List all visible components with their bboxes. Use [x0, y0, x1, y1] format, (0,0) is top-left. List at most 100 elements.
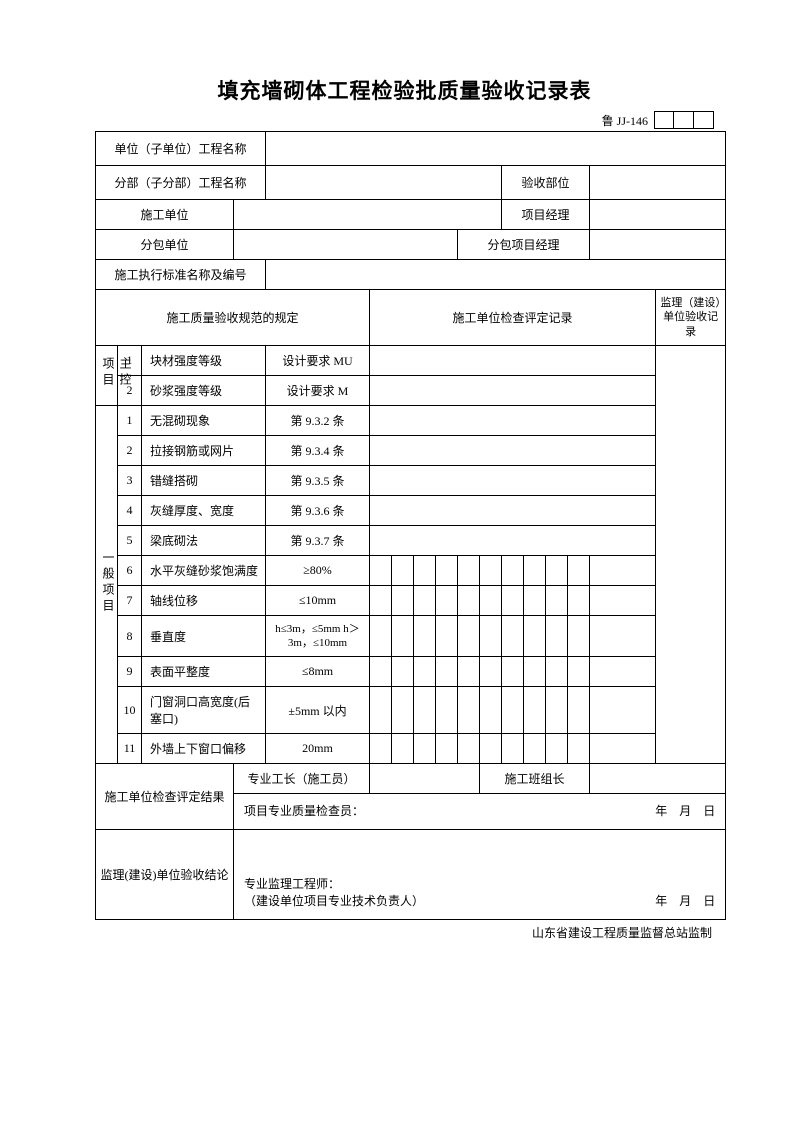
item-name: 灰缝厚度、宽度	[142, 495, 266, 525]
grid-cell[interactable]	[502, 687, 524, 734]
grid-cell[interactable]	[436, 585, 458, 615]
standard-label: 施工执行标准名称及编号	[96, 260, 266, 290]
grid-cell[interactable]	[524, 555, 546, 585]
item-name: 水平灰缝砂浆饱满度	[142, 555, 266, 585]
grid-cell[interactable]	[480, 687, 502, 734]
item-record[interactable]	[370, 525, 656, 555]
item-record[interactable]	[370, 375, 656, 405]
grid-cell[interactable]	[524, 687, 546, 734]
grid-cell[interactable]	[480, 555, 502, 585]
grid-cell[interactable]	[502, 734, 524, 764]
grid-cell[interactable]	[370, 585, 392, 615]
grid-cell[interactable]	[568, 657, 590, 687]
item-record[interactable]	[370, 345, 656, 375]
grid-cell[interactable]	[436, 657, 458, 687]
grid-cell[interactable]	[568, 734, 590, 764]
supervisor-record-cell[interactable]	[656, 345, 726, 764]
item-record[interactable]	[590, 615, 656, 657]
form-code-row: 鲁 JJ-146	[95, 111, 714, 129]
grid-cell[interactable]	[436, 555, 458, 585]
item-record[interactable]	[590, 734, 656, 764]
grid-cell[interactable]	[546, 687, 568, 734]
code-box[interactable]	[674, 111, 694, 129]
supervisor-result-body[interactable]: 专业监理工程师： （建设单位项目专业技术负责人） 年 月 日	[234, 830, 726, 920]
grid-cell[interactable]	[524, 615, 546, 657]
grid-cell[interactable]	[502, 615, 524, 657]
grid-cell[interactable]	[502, 555, 524, 585]
grid-cell[interactable]	[524, 734, 546, 764]
grid-cell[interactable]	[370, 657, 392, 687]
grid-cell[interactable]	[370, 687, 392, 734]
grid-cell[interactable]	[392, 585, 414, 615]
grid-cell[interactable]	[392, 657, 414, 687]
construction-unit-value[interactable]	[234, 200, 502, 230]
code-box[interactable]	[694, 111, 714, 129]
grid-cell[interactable]	[414, 615, 436, 657]
item-name: 门窗洞口高宽度(后塞口)	[142, 687, 266, 734]
grid-cell[interactable]	[480, 657, 502, 687]
grid-cell[interactable]	[546, 585, 568, 615]
grid-cell[interactable]	[546, 657, 568, 687]
item-record[interactable]	[370, 405, 656, 435]
item-record[interactable]	[590, 657, 656, 687]
grid-cell[interactable]	[568, 555, 590, 585]
grid-cell[interactable]	[436, 615, 458, 657]
item-record[interactable]	[370, 495, 656, 525]
grid-cell[interactable]	[370, 615, 392, 657]
subcontract-unit-value[interactable]	[234, 230, 458, 260]
grid-cell[interactable]	[524, 657, 546, 687]
grid-cell[interactable]	[568, 585, 590, 615]
grid-cell[interactable]	[458, 657, 480, 687]
grid-cell[interactable]	[414, 687, 436, 734]
grid-cell[interactable]	[502, 657, 524, 687]
code-box[interactable]	[654, 111, 674, 129]
grid-cell[interactable]	[414, 555, 436, 585]
item-name: 表面平整度	[142, 657, 266, 687]
item-req: 设计要求 MU	[266, 345, 370, 375]
grid-cell[interactable]	[370, 555, 392, 585]
grid-cell[interactable]	[546, 615, 568, 657]
item-record[interactable]	[590, 585, 656, 615]
sub-project-value[interactable]	[266, 166, 502, 200]
item-record[interactable]	[590, 687, 656, 734]
grid-cell[interactable]	[546, 555, 568, 585]
project-manager-value[interactable]	[590, 200, 726, 230]
grid-cell[interactable]	[458, 734, 480, 764]
item-name: 外墙上下窗口偏移	[142, 734, 266, 764]
item-name: 梁底砌法	[142, 525, 266, 555]
subcontract-manager-label: 分包项目经理	[458, 230, 590, 260]
grid-cell[interactable]	[480, 615, 502, 657]
subcontract-manager-value[interactable]	[590, 230, 726, 260]
grid-cell[interactable]	[458, 615, 480, 657]
grid-cell[interactable]	[392, 615, 414, 657]
standard-value[interactable]	[266, 260, 726, 290]
grid-cell[interactable]	[524, 585, 546, 615]
item-record[interactable]	[370, 435, 656, 465]
team-leader-value[interactable]	[590, 764, 726, 794]
item-record[interactable]	[590, 555, 656, 585]
grid-cell[interactable]	[458, 687, 480, 734]
grid-cell[interactable]	[414, 734, 436, 764]
item-record[interactable]	[370, 465, 656, 495]
grid-cell[interactable]	[392, 734, 414, 764]
item-name: 错缝搭砌	[142, 465, 266, 495]
unit-project-value[interactable]	[266, 132, 726, 166]
grid-cell[interactable]	[568, 615, 590, 657]
grid-cell[interactable]	[436, 687, 458, 734]
foreman-value[interactable]	[370, 764, 480, 794]
grid-cell[interactable]	[502, 585, 524, 615]
grid-cell[interactable]	[480, 585, 502, 615]
grid-cell[interactable]	[392, 687, 414, 734]
grid-cell[interactable]	[458, 555, 480, 585]
grid-cell[interactable]	[414, 657, 436, 687]
grid-cell[interactable]	[414, 585, 436, 615]
grid-cell[interactable]	[436, 734, 458, 764]
grid-cell[interactable]	[458, 585, 480, 615]
grid-cell[interactable]	[546, 734, 568, 764]
unit-result-body[interactable]: 项目专业质量检查员： 年 月 日	[234, 794, 726, 830]
grid-cell[interactable]	[568, 687, 590, 734]
grid-cell[interactable]	[370, 734, 392, 764]
grid-cell[interactable]	[480, 734, 502, 764]
grid-cell[interactable]	[392, 555, 414, 585]
accept-part-value[interactable]	[590, 166, 726, 200]
